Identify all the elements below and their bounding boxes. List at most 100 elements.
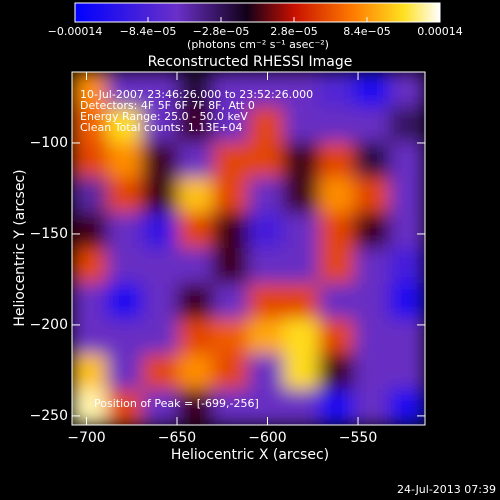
image-cell	[212, 353, 249, 391]
image-cell	[72, 318, 108, 355]
image-cell	[212, 389, 249, 425]
image-cell	[389, 72, 425, 108]
colorbar-label: (photons cm⁻² s⁻¹ asec⁻²)	[187, 38, 329, 51]
colorbar-tick-label: −8.4e−05	[120, 25, 177, 38]
image-cell	[389, 177, 425, 214]
footer-date: 24-Jul-2013 07:39	[397, 483, 496, 496]
image-cell	[248, 389, 285, 425]
image-cell	[106, 248, 144, 285]
image-cells	[72, 72, 425, 425]
image-cell	[283, 283, 320, 320]
y-tick-label: −200	[30, 317, 68, 333]
image-cell	[248, 353, 285, 391]
image-cell	[72, 248, 108, 285]
y-tick-label: −250	[30, 408, 68, 424]
colorbar-tick-label: −2.8e−05	[193, 25, 250, 38]
image-cell	[177, 389, 214, 425]
image-cell	[353, 177, 391, 214]
image-cell	[142, 72, 179, 108]
image-cell	[142, 389, 179, 425]
image-cell	[389, 389, 425, 425]
image-cell	[283, 177, 320, 214]
image-cell	[142, 318, 179, 355]
image-cell	[248, 248, 285, 285]
image-cell	[177, 72, 214, 108]
y-axis-label: Heliocentric Y (arcsec)	[12, 169, 28, 326]
image-cell	[283, 353, 320, 391]
image-cell	[106, 106, 144, 144]
image-cell	[72, 142, 108, 179]
image-cell	[389, 353, 425, 391]
x-tick-label: −650	[158, 430, 196, 446]
peak-label: Position of Peak = [-699,-256]	[94, 397, 259, 410]
image-cell	[248, 72, 285, 108]
image-cell	[142, 142, 179, 179]
colorbar-tick-label: 8.4e−05	[343, 25, 390, 38]
x-tick-label: −600	[248, 430, 286, 446]
image-cell	[248, 177, 285, 214]
image-cell	[106, 283, 144, 320]
image-cell	[318, 142, 355, 179]
image-cell	[353, 248, 391, 285]
image-cell	[106, 72, 144, 108]
annotation: Clean Total counts: 1.13E+04	[80, 121, 243, 134]
image-cell	[177, 248, 214, 285]
image-cell	[318, 389, 355, 425]
image-cell	[248, 142, 285, 179]
image-cell	[177, 212, 214, 249]
image-cell	[389, 283, 425, 320]
image-cell	[283, 106, 320, 144]
image-cell	[283, 248, 320, 285]
image-cell	[106, 177, 144, 214]
image-cell	[318, 283, 355, 320]
image-cell	[353, 72, 391, 108]
annotation: 10-Jul-2007 23:46:26.000 to 23:52:26.000	[80, 88, 313, 101]
image-cell	[353, 318, 391, 355]
image-cell	[248, 212, 285, 249]
image-cell	[389, 212, 425, 249]
image-cell	[72, 353, 108, 391]
colorbar-tick-label: 0.00014	[417, 25, 463, 38]
image-cell	[318, 106, 355, 144]
colorbar-tick-label: 2.8e−05	[270, 25, 317, 38]
image-cell	[212, 283, 249, 320]
image-cell	[106, 212, 144, 249]
colorbar	[74, 2, 441, 23]
image-cell	[318, 353, 355, 391]
image-cell	[389, 106, 425, 144]
image-cell	[212, 142, 249, 179]
image-cell	[248, 283, 285, 320]
image-cell	[177, 142, 214, 179]
image-cell	[389, 248, 425, 285]
image-cell	[212, 212, 249, 249]
image-cell	[106, 353, 144, 391]
image-cell	[142, 177, 179, 214]
image-cell	[283, 72, 320, 108]
image-cell	[248, 106, 285, 144]
x-axis-label: Heliocentric X (arcsec)	[171, 447, 329, 463]
colorbar-tick-label: −0.00014	[48, 25, 103, 38]
image-cell	[353, 389, 391, 425]
annotation: Detectors: 4F 5F 6F 7F 8F, Att 0	[80, 99, 255, 112]
image-cell	[72, 72, 108, 108]
image-cell	[177, 177, 214, 214]
image-cell	[72, 177, 108, 214]
image-cell	[142, 353, 179, 391]
image-cell	[248, 318, 285, 355]
image-cell	[212, 106, 249, 144]
image-cell	[318, 72, 355, 108]
image-cell	[106, 142, 144, 179]
image-cell	[142, 248, 179, 285]
y-tick-label: −100	[30, 135, 68, 151]
image-cell	[283, 318, 320, 355]
image-cell	[318, 318, 355, 355]
image-cell	[389, 142, 425, 179]
image-cell	[212, 248, 249, 285]
image-cell	[212, 318, 249, 355]
image-cell	[353, 106, 391, 144]
image-cell	[283, 212, 320, 249]
image-cell	[389, 318, 425, 355]
image-cell	[72, 106, 108, 144]
chart-title: Reconstructed RHESSI Image	[148, 54, 353, 70]
image-cell	[106, 389, 144, 425]
